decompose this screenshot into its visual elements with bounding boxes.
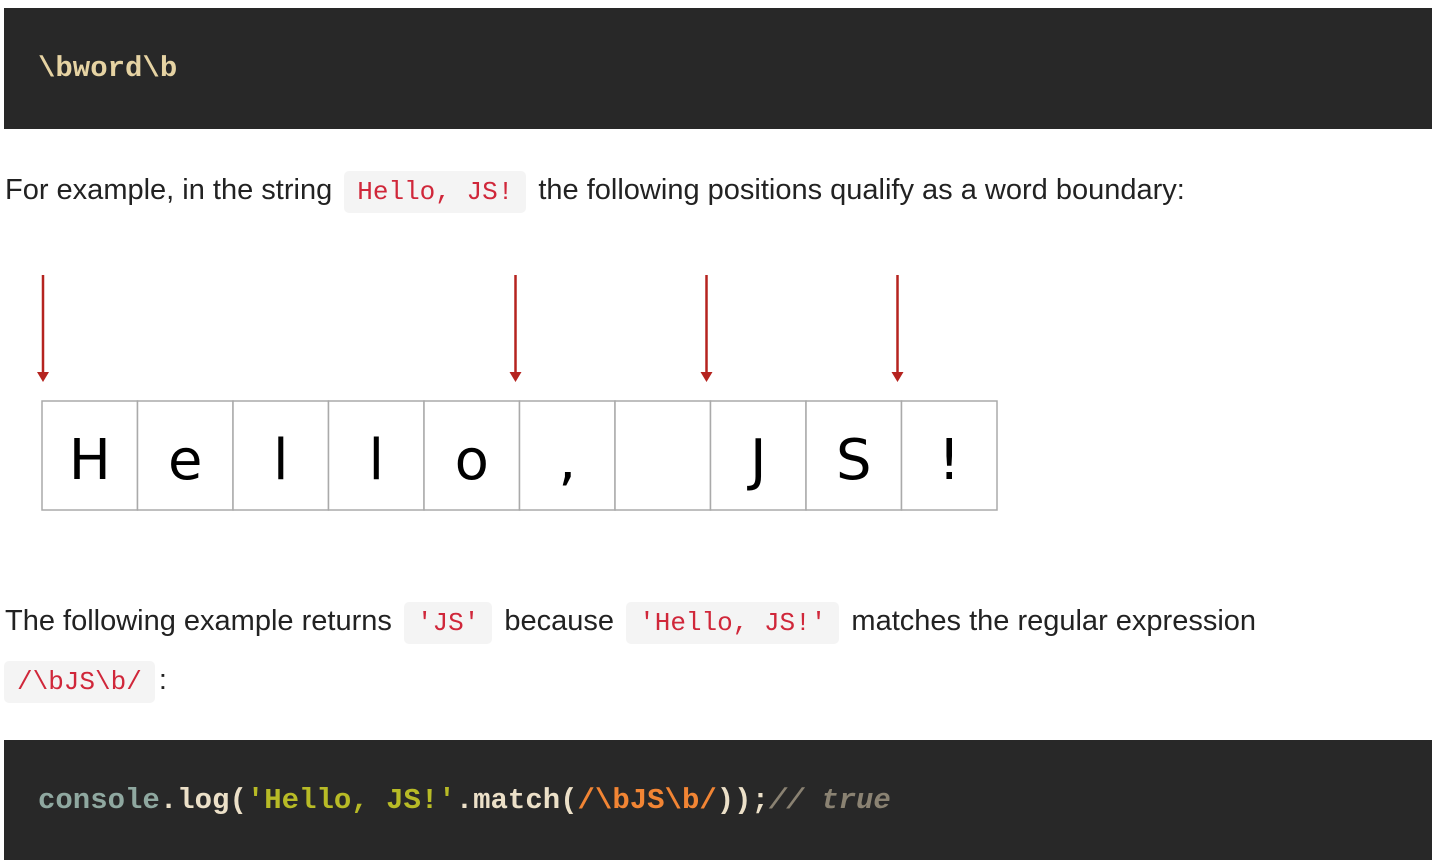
char-label: J [747, 428, 767, 493]
code-token: console [38, 783, 160, 817]
char-cell [136, 400, 234, 511]
inline-code: Hello, JS! [344, 171, 527, 213]
code-token: )); [716, 783, 769, 817]
char-label: o [455, 428, 489, 493]
code-token: log [177, 783, 230, 817]
char-cell [423, 400, 521, 511]
char-label: S [836, 428, 872, 493]
paragraph-example: The following example returns 'JS' becau… [5, 601, 1257, 644]
inline-code: 'Hello, JS!' [626, 602, 840, 644]
code-comment: // true [768, 783, 891, 817]
char-label: , [558, 428, 576, 493]
code-token: /\bJS\b/ [577, 783, 717, 817]
code-token: 'Hello, JS!' [246, 783, 456, 817]
code-token: . [159, 783, 178, 817]
char-cell [614, 400, 712, 511]
text: matches the regular expression [851, 605, 1257, 637]
char-cell [518, 400, 616, 511]
arrow-head [37, 372, 49, 382]
inline-code: /\bJS\b/ [4, 661, 155, 703]
paragraph-intro: For example, in the string Hello, JS! th… [5, 170, 1185, 213]
text: because [504, 605, 615, 637]
char-cell [805, 400, 903, 511]
char-cell [232, 400, 330, 511]
arrow-head [891, 372, 904, 382]
char-label: e [168, 428, 202, 493]
text: : [158, 664, 167, 696]
text: the following positions qualify as a wor… [538, 174, 1185, 206]
arrow-head [509, 372, 522, 382]
char-label: ! [938, 428, 960, 493]
code-token: ( [560, 783, 578, 817]
code-token: ( [229, 783, 247, 817]
char-label: l [368, 428, 384, 493]
code-token: .match [455, 783, 561, 817]
char-label: H [69, 428, 111, 493]
syntax-code: \bword\b [38, 52, 178, 85]
char-cell [709, 400, 807, 511]
char-cell [41, 400, 139, 511]
example-code-block: console. log('Hello, JS!' .match(/\bJS\b/)… [4, 740, 1432, 860]
paragraph-example-cont: /\bJS\b/: [4, 660, 167, 703]
inline-code: 'JS' [403, 602, 493, 644]
char-cell [900, 400, 998, 511]
arrow-head [700, 372, 713, 382]
text: For example, in the string [5, 174, 333, 206]
char-label: l [273, 428, 289, 493]
text: The following example returns [5, 605, 392, 637]
syntax-code-block: \bword\b [4, 8, 1432, 129]
char-cell [327, 400, 425, 511]
